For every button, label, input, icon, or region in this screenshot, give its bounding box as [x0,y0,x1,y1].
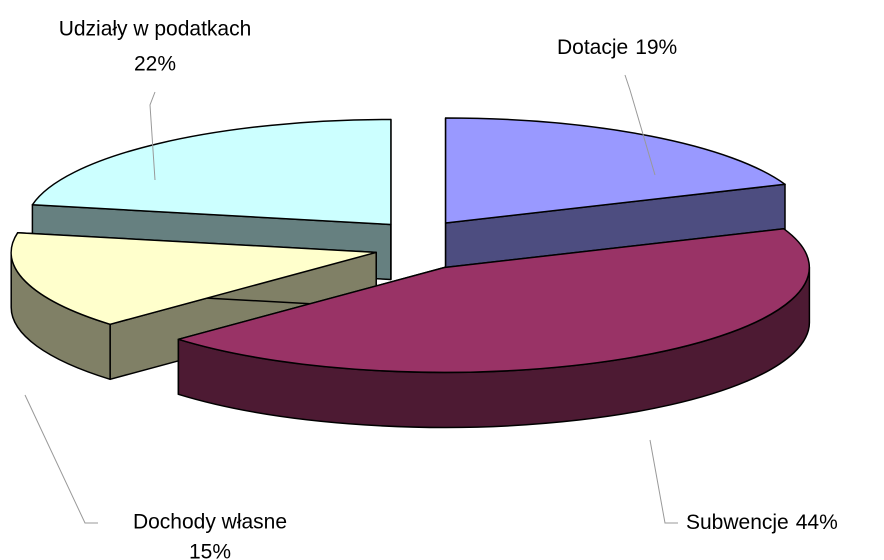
label-value: 19% [635,36,677,59]
label-name: Dotacje [557,36,628,59]
slice-top [177,228,811,374]
leader-line [149,91,156,181]
slice-top [31,118,392,226]
slice [444,117,786,279]
label-value: 44% [796,511,838,534]
slice-top [444,117,786,224]
leader-line [624,74,656,176]
pie [10,117,811,429]
leader-line [649,439,678,524]
slice [177,228,811,429]
data-label: Dotacje 19% [557,36,677,59]
slice-top [10,231,377,326]
labels: Dotacje 19% Subwencje 44% Dochody własne 15% U… [59,18,838,560]
data-label: Subwencje 44% [686,511,838,534]
label-name: Dochody własne [133,511,287,534]
slice [10,231,377,381]
label-name: Udziały w podatkach [59,18,252,41]
label-name: Subwencje [686,511,789,534]
label-value: 22% [134,53,176,76]
leader-line [24,394,98,524]
label-value: 15% [189,541,231,560]
